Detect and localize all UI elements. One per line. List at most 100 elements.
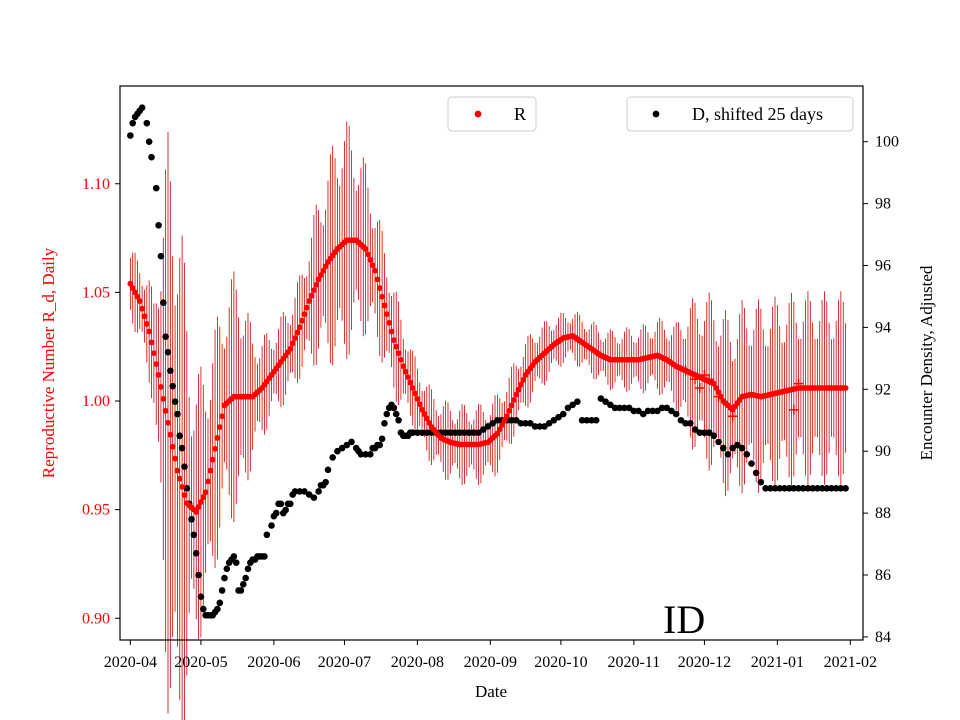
d-point <box>162 333 169 340</box>
r-point <box>153 361 160 367</box>
right-y-tick-label: 86 <box>875 567 891 584</box>
d-point <box>277 500 285 508</box>
d-point <box>644 407 652 415</box>
d-point <box>531 423 539 430</box>
d-point <box>470 429 478 436</box>
r-point <box>143 320 150 327</box>
d-point <box>771 485 779 492</box>
r-point <box>367 256 374 263</box>
d-point <box>296 488 304 495</box>
r-point <box>419 406 425 413</box>
r-point <box>176 475 183 482</box>
d-point <box>602 398 609 405</box>
d-point <box>221 574 228 582</box>
r-point <box>310 287 317 294</box>
d-point <box>423 429 431 436</box>
d-point <box>237 587 245 594</box>
d-point <box>663 404 671 412</box>
right-y-tick-label: 84 <box>875 629 891 646</box>
d-point <box>409 429 416 436</box>
d-point <box>494 416 501 424</box>
r-point <box>205 478 211 485</box>
d-point <box>230 553 238 560</box>
d-point <box>649 407 656 415</box>
d-point <box>809 485 816 492</box>
d-point <box>762 485 769 492</box>
r-series-points <box>127 237 849 515</box>
r-point <box>315 276 322 283</box>
d-point <box>639 410 647 418</box>
d-point <box>244 565 252 573</box>
d-point <box>489 420 496 427</box>
x-tick-label: 2020-09 <box>464 654 517 671</box>
left-y-tick-label: 0.90 <box>82 610 110 627</box>
d-point <box>268 522 275 529</box>
d-point <box>181 463 188 470</box>
d-point <box>527 420 534 427</box>
d-point <box>145 138 153 146</box>
d-point <box>232 559 240 566</box>
d-point <box>395 416 402 424</box>
x-tick-label: 2020-05 <box>174 654 227 671</box>
d-point <box>324 466 332 474</box>
left-y-tick-label: 1.10 <box>82 176 110 193</box>
d-point <box>138 104 146 111</box>
d-point <box>607 401 614 409</box>
r-point <box>181 492 188 498</box>
r-point <box>200 494 207 501</box>
d-point <box>174 410 181 418</box>
legend-d: D, shifted 25 days <box>626 96 854 132</box>
d-point <box>272 509 280 517</box>
d-point <box>799 485 807 492</box>
d-point <box>190 531 198 539</box>
r-point <box>376 285 383 291</box>
r-point <box>148 339 155 346</box>
d-point <box>362 451 369 458</box>
d-point <box>767 485 774 492</box>
d-point <box>197 593 205 600</box>
r-point <box>212 445 218 452</box>
d-point <box>183 485 191 492</box>
r-point <box>400 363 407 370</box>
d-point <box>456 429 464 436</box>
d-point <box>734 441 741 449</box>
d-point <box>383 410 391 418</box>
r-point <box>287 345 294 352</box>
d-point <box>357 451 365 458</box>
r-point <box>308 292 315 299</box>
d-point <box>334 447 341 455</box>
d-point <box>776 485 784 492</box>
d-point <box>559 410 567 418</box>
r-point <box>141 313 148 320</box>
d-point <box>164 348 172 356</box>
d-point <box>654 407 661 415</box>
r-point <box>306 298 313 304</box>
d-point <box>157 252 165 260</box>
r-point <box>381 302 388 309</box>
d-point <box>291 488 299 495</box>
r-point <box>165 419 171 426</box>
r-point <box>506 407 513 414</box>
d-point <box>310 494 318 501</box>
right-y-tick-label: 88 <box>875 505 891 522</box>
r-point <box>513 391 520 398</box>
r-point <box>362 246 369 252</box>
x-axis: 2020-04 2020-05 2020-06 2020-07 2020-08 2020-… <box>104 640 877 671</box>
r-point <box>195 504 202 510</box>
r-plus-marker <box>788 404 799 415</box>
d-point <box>625 404 633 412</box>
left-y-axis-label: Reproductive Number R_d, Daily <box>39 247 58 478</box>
d-point <box>781 485 788 492</box>
d-point <box>176 432 184 440</box>
d-point <box>635 407 642 415</box>
d-point <box>381 420 388 427</box>
d-point <box>508 416 515 424</box>
d-point <box>218 587 226 594</box>
r-point <box>365 251 371 258</box>
r-point <box>301 311 308 318</box>
r-point <box>209 456 216 463</box>
r-point <box>379 293 385 300</box>
r-point <box>322 263 329 270</box>
d-point <box>188 516 195 523</box>
d-point <box>814 485 821 492</box>
